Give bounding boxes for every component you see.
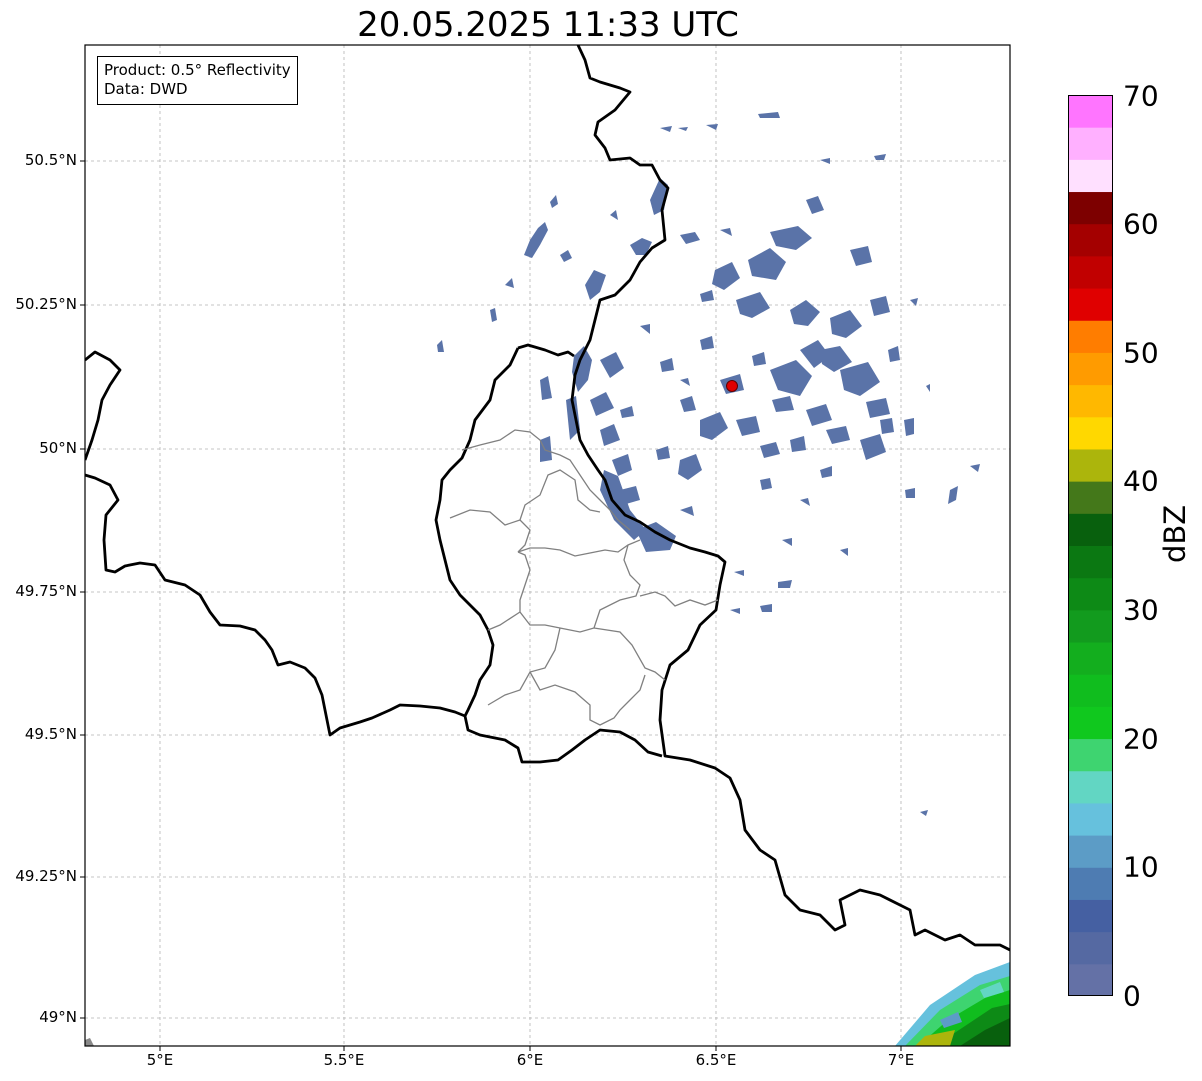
- data-source-label: Data: DWD: [104, 80, 188, 98]
- product-label: Product: 0.5° Reflectivity: [104, 61, 291, 79]
- colorbar-segment: [1068, 384, 1113, 418]
- product-info-box: Product: 0.5° Reflectivity Data: DWD: [97, 56, 298, 105]
- lat-label: 49°N: [39, 1008, 77, 1026]
- lon-label: 6.5°E: [695, 1051, 737, 1069]
- colorbar-segment: [1068, 352, 1113, 386]
- colorbar-segment: [1068, 545, 1113, 579]
- colorbar-segment: [1068, 867, 1113, 900]
- colorbar-segment: [1068, 609, 1113, 643]
- colorbar-tick-label: 50: [1123, 336, 1159, 370]
- lat-label: 50.5°N: [24, 151, 77, 169]
- colorbar-tick-label: 60: [1123, 207, 1159, 241]
- colorbar-segment: [1068, 706, 1113, 740]
- map-background: [85, 45, 1010, 1046]
- colorbar-segment: [1068, 835, 1113, 868]
- colorbar-segment: [1068, 191, 1113, 225]
- district-borders: [449, 429, 719, 726]
- colorbar-segment: [1068, 288, 1113, 321]
- colorbar-segment: [1068, 770, 1113, 804]
- colorbar-units-label: dBZ: [1158, 504, 1192, 563]
- country-borders: [85, 45, 1010, 952]
- colorbar-tick-label: 30: [1123, 593, 1159, 627]
- lat-label: 50°N: [39, 439, 77, 457]
- colorbar-segment: [1068, 963, 1113, 996]
- colorbar-segment: [1068, 577, 1113, 611]
- colorbar-segment: [1068, 642, 1113, 675]
- colorbar-frame: [1068, 95, 1113, 996]
- colorbar-segment: [1068, 159, 1113, 193]
- colorbar-segment: [1068, 931, 1113, 965]
- lon-label: 6°E: [516, 1051, 544, 1069]
- lon-label: 5°E: [146, 1051, 174, 1069]
- map-frame: [84, 44, 1011, 1047]
- colorbar-segment: [1068, 95, 1113, 128]
- lat-label: 49.75°N: [15, 582, 77, 600]
- colorbar-segment: [1068, 802, 1113, 836]
- colorbar-segment: [1068, 738, 1113, 772]
- colorbar-segment: [1068, 899, 1113, 933]
- colorbar-tick-label: 40: [1123, 464, 1159, 498]
- lat-label: 49.5°N: [24, 725, 77, 743]
- map-title: 20.05.2025 11:33 UTC: [357, 5, 739, 45]
- dbz-colorbar: [1068, 95, 1113, 996]
- colorbar-tick-label: 10: [1123, 850, 1159, 884]
- radar-echoes: [437, 112, 980, 816]
- colorbar-segment: [1068, 513, 1113, 546]
- axis-ticks: [80, 160, 902, 1051]
- colorbar-segment: [1068, 223, 1113, 257]
- lon-label: 7°E: [887, 1051, 915, 1069]
- precipitation-cell: [85, 962, 1010, 1046]
- colorbar-segment: [1068, 127, 1113, 160]
- radar-site-marker[interactable]: [726, 380, 738, 392]
- colorbar-segment: [1068, 416, 1113, 450]
- lon-label: 5.5°E: [323, 1051, 365, 1069]
- colorbar-segment: [1068, 481, 1113, 514]
- colorbar-tick-label: 70: [1123, 79, 1159, 113]
- gridlines: [85, 45, 1010, 1046]
- colorbar-tick-label: 20: [1123, 722, 1159, 756]
- lat-label: 50.25°N: [15, 295, 77, 313]
- lat-label: 49.25°N: [15, 867, 77, 885]
- colorbar-segment: [1068, 255, 1113, 289]
- colorbar-segment: [1068, 674, 1113, 707]
- colorbar-segment: [1068, 448, 1113, 482]
- colorbar-segment: [1068, 320, 1113, 353]
- colorbar-tick-label: 0: [1123, 979, 1141, 1013]
